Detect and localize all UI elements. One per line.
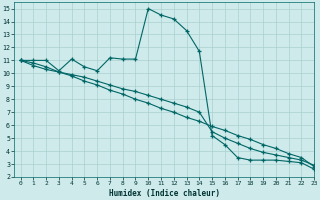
X-axis label: Humidex (Indice chaleur): Humidex (Indice chaleur) [109, 189, 220, 198]
